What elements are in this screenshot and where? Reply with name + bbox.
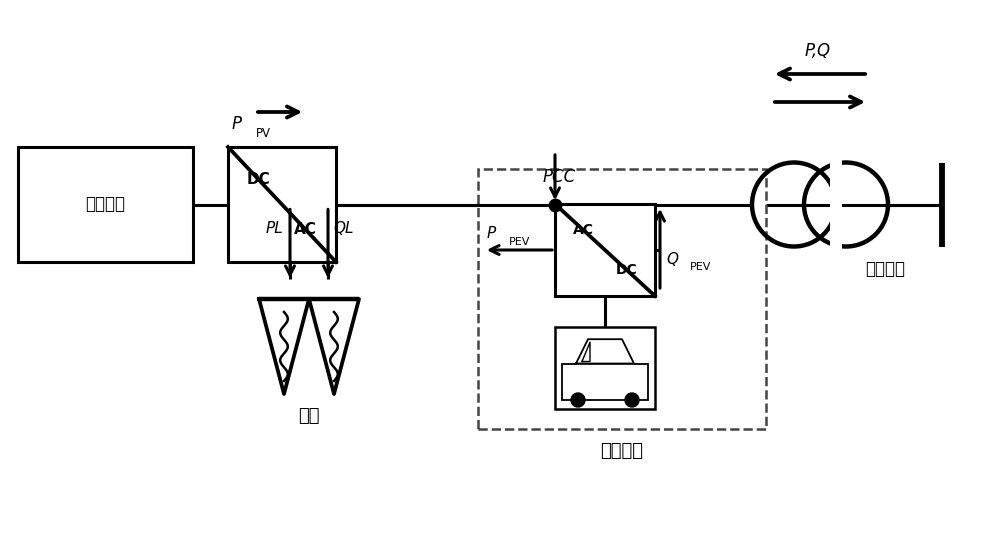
- Bar: [562, 364, 648, 400]
- Bar: [830, 158, 842, 252]
- Text: 电动汽车: 电动汽车: [601, 442, 644, 460]
- Text: P: P: [232, 115, 242, 133]
- Text: AC: AC: [294, 222, 317, 237]
- Text: 外部电网: 外部电网: [865, 260, 905, 278]
- Text: PV: PV: [256, 127, 271, 140]
- Text: DC: DC: [616, 263, 638, 277]
- Text: PL: PL: [266, 221, 284, 235]
- Bar: [555, 204, 655, 296]
- Text: PCC: PCC: [543, 169, 576, 186]
- Circle shape: [571, 393, 585, 407]
- Polygon shape: [576, 339, 634, 364]
- Bar: [478, 169, 766, 429]
- Bar: [228, 147, 336, 262]
- Circle shape: [625, 393, 639, 407]
- Text: QL: QL: [333, 221, 353, 235]
- Text: P,Q: P,Q: [805, 42, 831, 60]
- Text: 屋顶光伏: 屋顶光伏: [86, 195, 126, 214]
- Bar: [555, 327, 655, 409]
- Text: Q: Q: [666, 252, 678, 267]
- Text: 负载: 负载: [298, 407, 320, 425]
- Text: P: P: [487, 226, 496, 241]
- Text: AC: AC: [572, 223, 594, 237]
- Bar: [18, 147, 193, 262]
- Text: PEV: PEV: [509, 237, 530, 247]
- Text: DC: DC: [246, 172, 270, 187]
- Text: PEV: PEV: [690, 262, 711, 272]
